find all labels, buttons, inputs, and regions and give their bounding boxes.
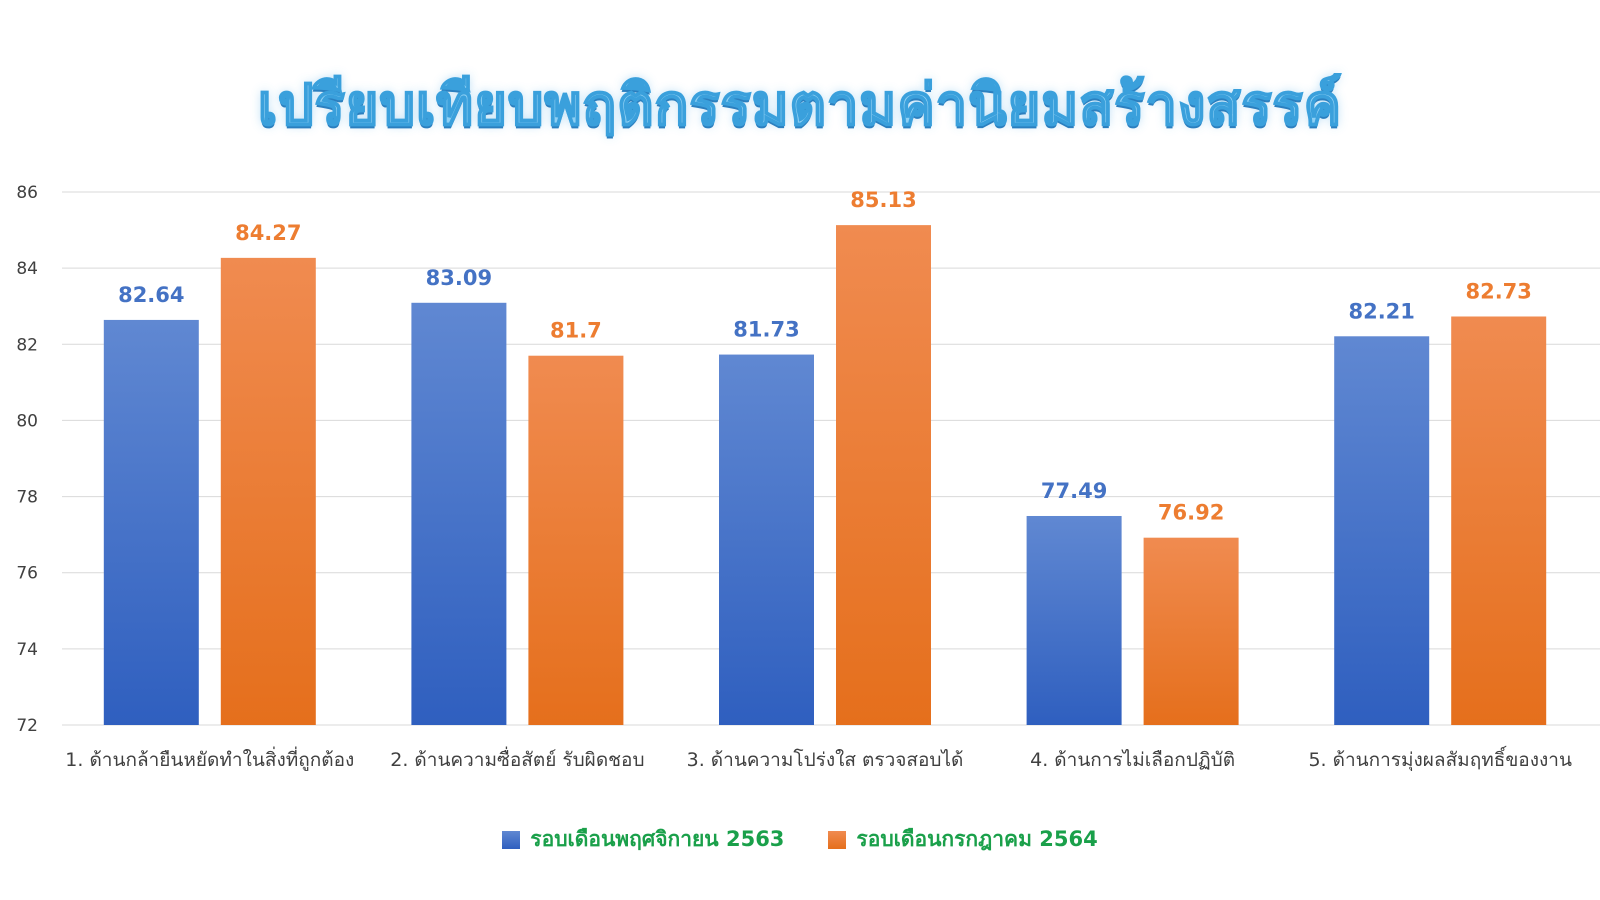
bar-series-2-3 bbox=[836, 225, 931, 726]
bar-series-2-2 bbox=[528, 355, 624, 725]
chart-title: เปรียบเทียบพฤติกรรมตามค่านิยมสร้างสรรค์ bbox=[257, 72, 1343, 139]
bar-series-2-4 bbox=[1143, 537, 1239, 725]
gridlines bbox=[62, 191, 1600, 726]
data-label: 81.7 bbox=[550, 319, 602, 343]
data-label: 81.73 bbox=[733, 318, 799, 342]
bar-series-1-1 bbox=[103, 319, 199, 725]
bar-series-2-5 bbox=[1451, 316, 1547, 725]
bar-chart: 72 74 76 78 80 82 84 86 82.64 84.27 83.09 81.7 81.7… bbox=[16, 183, 1600, 772]
data-label: 85.13 bbox=[850, 188, 916, 212]
legend-label: รอบเดือนกรกฎาคม 2564 bbox=[856, 827, 1098, 851]
legend-item-series-1: รอบเดือนพฤศจิกายน 2563 bbox=[502, 823, 784, 856]
x-axis: 1. ด้านกล้ายืนหยัดทำในสิ่งที่ถูกต้อง 2. ด… bbox=[65, 745, 1572, 772]
x-tick-label: 3. ด้านความโปร่งใส ตรวจสอบได้ bbox=[687, 748, 964, 771]
bars bbox=[103, 225, 1547, 726]
y-axis: 72 74 76 78 80 82 84 86 bbox=[16, 183, 38, 736]
x-tick-label: 4. ด้านการไม่เลือกปฏิบัติ bbox=[1030, 749, 1235, 771]
y-tick-label: 76 bbox=[16, 564, 38, 584]
y-tick-label: 84 bbox=[16, 259, 38, 279]
bar-series-1-3 bbox=[719, 354, 814, 725]
data-label: 82.21 bbox=[1348, 299, 1414, 323]
data-label: 84.27 bbox=[235, 221, 301, 245]
y-tick-label: 78 bbox=[16, 488, 38, 508]
data-label: 82.64 bbox=[118, 283, 184, 307]
data-label: 82.73 bbox=[1465, 279, 1531, 303]
y-tick-label: 80 bbox=[16, 411, 38, 431]
y-tick-label: 82 bbox=[16, 335, 38, 355]
x-tick-label: 2. ด้านความซื่อสัตย์ รับผิดชอบ bbox=[390, 746, 644, 771]
legend-label: รอบเดือนพฤศจิกายน 2563 bbox=[530, 827, 785, 851]
y-tick-label: 86 bbox=[16, 183, 38, 203]
x-tick-label: 1. ด้านกล้ายืนหยัดทำในสิ่งที่ถูกต้อง bbox=[65, 746, 354, 771]
bar-series-2-1 bbox=[220, 257, 316, 725]
data-label: 77.49 bbox=[1041, 479, 1107, 503]
data-labels: 82.64 84.27 83.09 81.7 81.73 85.13 77.49 76.92 8… bbox=[118, 188, 1532, 525]
legend-swatch-orange bbox=[828, 830, 847, 849]
y-tick-label: 74 bbox=[16, 640, 38, 660]
legend-item-series-2: รอบเดือนกรกฎาคม 2564 bbox=[828, 823, 1098, 856]
bar-series-1-2 bbox=[411, 302, 507, 725]
bar-series-1-4 bbox=[1026, 515, 1122, 725]
data-label: 83.09 bbox=[426, 266, 492, 290]
bar-series-1-5 bbox=[1334, 336, 1430, 725]
y-tick-label: 72 bbox=[16, 716, 38, 736]
data-label: 76.92 bbox=[1158, 501, 1224, 525]
legend-swatch-blue bbox=[502, 830, 521, 849]
x-tick-label: 5. ด้านการมุ่งผลสัมฤทธิ์ของงาน bbox=[1308, 745, 1571, 772]
legend: รอบเดือนพฤศจิกายน 2563 รอบเดือนกรกฎาคม 2… bbox=[0, 823, 1600, 856]
